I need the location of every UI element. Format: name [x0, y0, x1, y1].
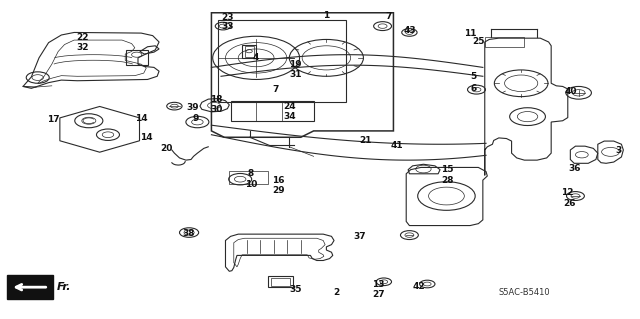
Text: 17: 17 [47, 115, 60, 124]
Text: 28: 28 [442, 176, 454, 185]
Text: 27: 27 [372, 290, 385, 299]
Text: 21: 21 [360, 136, 372, 145]
Bar [230, 101, 314, 122]
Text: 36: 36 [568, 164, 580, 173]
Text: 11: 11 [464, 29, 476, 38]
Text: 25: 25 [472, 37, 484, 46]
Text: 42: 42 [413, 282, 426, 291]
Text: 9: 9 [192, 114, 198, 123]
Text: 22: 22 [76, 33, 89, 42]
Text: 26: 26 [563, 199, 575, 208]
Text: 23: 23 [221, 13, 234, 22]
Bar [242, 45, 256, 58]
Text: 34: 34 [283, 112, 296, 121]
Bar [229, 171, 268, 184]
Text: 2: 2 [333, 288, 339, 297]
Text: 24: 24 [283, 102, 296, 111]
Text: 3: 3 [616, 146, 622, 155]
Text: S5AC-B5410: S5AC-B5410 [499, 288, 550, 297]
Text: 8: 8 [248, 169, 254, 178]
Text: 40: 40 [564, 87, 577, 96]
Text: 10: 10 [245, 181, 257, 189]
Text: 19: 19 [289, 60, 302, 69]
Text: 16: 16 [272, 176, 285, 185]
Text: 43: 43 [403, 26, 416, 35]
Bar [268, 276, 293, 287]
Polygon shape [7, 275, 53, 299]
Text: 35: 35 [289, 285, 302, 294]
Bar [271, 278, 290, 286]
Text: 18: 18 [211, 95, 223, 104]
Text: 31: 31 [289, 70, 302, 79]
Bar [218, 20, 346, 102]
Text: 38: 38 [183, 229, 195, 238]
Text: 15: 15 [442, 165, 454, 174]
Text: 4: 4 [253, 53, 259, 62]
Bar [244, 46, 253, 56]
Bar [126, 50, 148, 65]
Text: 41: 41 [390, 141, 403, 150]
Text: 32: 32 [76, 43, 89, 52]
Text: 30: 30 [211, 105, 223, 114]
Text: 5: 5 [470, 72, 476, 81]
Text: 14: 14 [135, 114, 147, 123]
Text: 13: 13 [372, 280, 385, 289]
Text: 29: 29 [272, 186, 285, 195]
Text: 20: 20 [161, 144, 173, 153]
Text: Fr.: Fr. [57, 282, 72, 292]
Text: 7: 7 [272, 85, 278, 94]
Text: 7: 7 [386, 12, 392, 21]
Text: 6: 6 [470, 84, 476, 93]
Text: 37: 37 [353, 232, 366, 241]
Text: 1: 1 [323, 11, 330, 20]
Text: 14: 14 [140, 133, 152, 142]
Bar [484, 37, 524, 47]
Text: 12: 12 [561, 188, 574, 197]
Text: 39: 39 [186, 103, 198, 112]
Text: 33: 33 [221, 22, 234, 31]
